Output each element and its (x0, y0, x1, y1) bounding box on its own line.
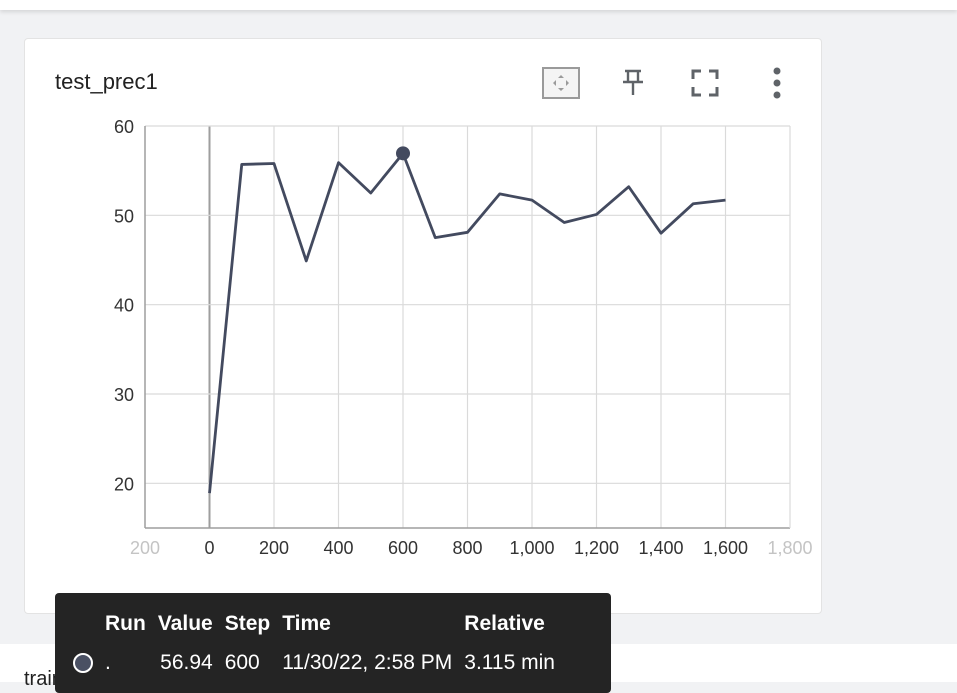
y-tick-label: 50 (114, 206, 134, 226)
tooltip-header-time: Time (282, 612, 331, 635)
top-toolbar (0, 0, 957, 10)
fit-domain-button[interactable] (539, 65, 583, 101)
data-tooltip: Run Value Step Time Relative . 56.94 600… (55, 593, 611, 693)
x-tick-label: 600 (388, 538, 418, 558)
y-tick-label: 40 (114, 296, 134, 316)
x-tick-label: 400 (323, 538, 353, 558)
tooltip-value: 56.94 (160, 651, 213, 674)
tooltip-run: . (105, 651, 111, 674)
fullscreen-icon (691, 69, 719, 97)
x-tick-label: 1,000 (509, 538, 554, 558)
card-title: test_prec1 (55, 69, 158, 94)
x-tick-label: 1,800 (767, 538, 812, 558)
x-tick-label: 0 (204, 538, 214, 558)
x-tick-label: 1,600 (703, 538, 748, 558)
tooltip-header-run: Run (105, 612, 146, 635)
tooltip-row: . 56.94 600 11/30/22, 2:58 PM 3.115 min (67, 645, 561, 681)
more-vert-icon (773, 67, 781, 99)
tooltip-relative: 3.115 min (464, 651, 555, 674)
more-options-button[interactable] (755, 65, 799, 101)
y-tick-label: 60 (114, 117, 134, 137)
highlight-point (396, 146, 410, 161)
pin-button[interactable] (611, 65, 655, 101)
x-tick-label: 1,200 (574, 538, 619, 558)
pin-icon (623, 69, 643, 95)
tooltip-header-relative: Relative (464, 612, 545, 635)
scalar-card: test_prec1 (24, 38, 822, 614)
x-tick-label: 200 (259, 538, 289, 558)
tooltip-header-value: Value (157, 612, 213, 635)
tooltip-header-row: Run Value Step Time Relative (67, 607, 561, 645)
fullscreen-button[interactable] (683, 65, 727, 101)
series-line (208, 151, 726, 494)
x-tick-label: 200 (130, 538, 160, 558)
tooltip-time: 11/30/22, 2:58 PM (282, 651, 453, 674)
x-tick-label: 800 (452, 538, 482, 558)
tooltip-header-step: Step (224, 612, 271, 635)
run-color-dot (73, 653, 93, 674)
tooltip-table: Run Value Step Time Relative . 56.94 600… (67, 607, 561, 681)
x-tick-label: 1,400 (638, 538, 683, 558)
fit-domain-icon (542, 67, 580, 99)
y-tick-label: 20 (114, 474, 134, 494)
y-tick-label: 30 (114, 385, 134, 405)
tooltip-step: 600 (224, 651, 260, 674)
